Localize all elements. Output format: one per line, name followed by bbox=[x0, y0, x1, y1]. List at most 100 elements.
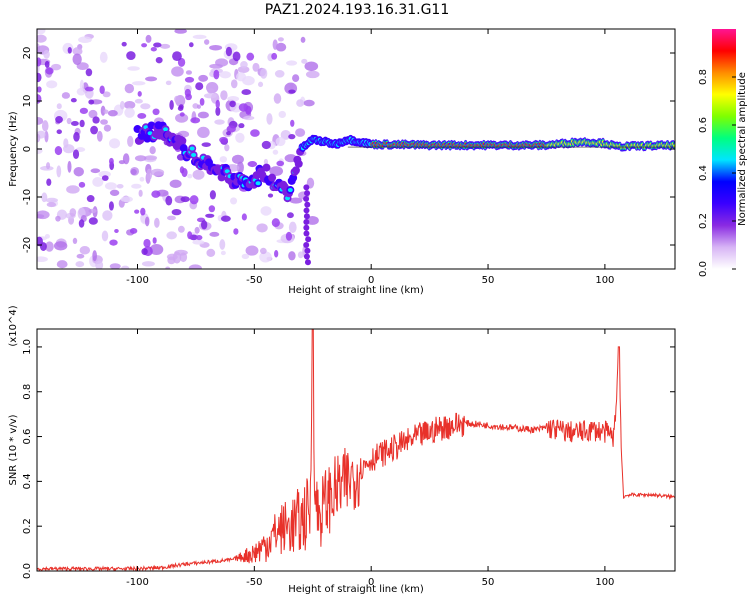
heatmap-blob bbox=[259, 251, 272, 263]
heatmap-blob bbox=[261, 140, 271, 150]
heatmap-blob bbox=[219, 136, 228, 143]
y-tick-label: 0 bbox=[22, 146, 33, 152]
heatmap-blob bbox=[213, 69, 220, 80]
colorbar-label: Normalized spectral amplitude bbox=[737, 72, 748, 226]
heatmap-blob bbox=[63, 138, 69, 149]
heatmap-blob bbox=[196, 104, 201, 109]
heatmap-blob bbox=[78, 36, 92, 44]
x-tick-label: 50 bbox=[482, 275, 495, 286]
heatmap-blob bbox=[103, 109, 109, 114]
heatmap-blob bbox=[166, 215, 176, 221]
heatmap-blob bbox=[46, 80, 58, 89]
y-tick-label: 20 bbox=[22, 47, 33, 60]
heatmap-blob bbox=[37, 86, 42, 93]
snr-y-label: SNR (10 * v/v) bbox=[8, 414, 19, 485]
heatmap-blob bbox=[277, 37, 284, 42]
heatmap-blob bbox=[238, 123, 245, 129]
heatmap-blob bbox=[144, 155, 158, 161]
heatmap-blob bbox=[235, 132, 245, 143]
colorbar-tick-label: 0.4 bbox=[698, 165, 709, 181]
heatmap-blob bbox=[199, 98, 205, 106]
ridge-blob bbox=[304, 259, 311, 266]
heatmap-blob bbox=[195, 82, 204, 91]
heatmap-blob bbox=[207, 88, 215, 94]
heatmap-blob bbox=[304, 61, 319, 72]
heatmap-blob bbox=[303, 99, 315, 107]
ridge-blob bbox=[305, 236, 312, 243]
heatmap-blob bbox=[260, 206, 272, 216]
heatmap-blob bbox=[215, 58, 229, 67]
heatmap-blob bbox=[37, 29, 46, 35]
heatmap-blob bbox=[66, 185, 80, 194]
heatmap-blob bbox=[232, 51, 241, 62]
heatmap-blob bbox=[300, 36, 306, 43]
snr-x-label: Height of straight line (km) bbox=[288, 584, 424, 595]
heatmap-blob bbox=[73, 167, 84, 177]
heatmap-blob bbox=[51, 63, 62, 71]
heatmap-blob bbox=[275, 137, 286, 147]
heatmap-blob bbox=[109, 157, 114, 165]
colorbar-tick-label: 0.2 bbox=[698, 213, 709, 229]
heatmap-blob bbox=[180, 196, 190, 203]
heatmap-blob bbox=[274, 69, 285, 78]
heatmap-blob bbox=[246, 52, 255, 61]
ridge-blob bbox=[294, 159, 303, 168]
heatmap-blob bbox=[197, 111, 210, 119]
y-tick-label: 1.0 bbox=[22, 339, 33, 355]
heatmap-blob bbox=[288, 89, 296, 94]
heatmap-blob bbox=[37, 57, 42, 67]
heatmap-blob bbox=[179, 112, 185, 117]
heatmap-blob bbox=[127, 66, 140, 71]
heatmap-blob bbox=[134, 98, 143, 104]
heatmap-blob bbox=[150, 47, 157, 52]
y-tick-label: 0.4 bbox=[22, 473, 33, 489]
heatmap-blob bbox=[278, 110, 287, 119]
heatmap-blob bbox=[92, 116, 100, 124]
heatmap-blob bbox=[102, 210, 113, 221]
spectrogram-y-ticks: -20 -10 0 10 20 bbox=[22, 47, 675, 253]
heatmap-blob bbox=[104, 182, 118, 190]
heatmap-blob bbox=[165, 195, 173, 206]
heatmap-blob bbox=[109, 138, 121, 149]
spectrogram-x-ticks: -100 -50 0 50 100 bbox=[126, 29, 614, 286]
heatmap-blob bbox=[275, 42, 287, 52]
heatmap-blob bbox=[189, 195, 199, 205]
heatmap-blob bbox=[88, 109, 98, 119]
snr-panel: -100 -50 0 50 100 0.0 0.2 0.4 0.6 0.8 1.0 Height … bbox=[8, 305, 676, 595]
y-tick-label: 0.0 bbox=[22, 563, 33, 579]
heatmap-blob bbox=[41, 120, 49, 132]
heatmap-blob bbox=[271, 218, 280, 227]
ridge-blob bbox=[303, 224, 310, 231]
heatmap-blob bbox=[90, 125, 98, 135]
ridge-blob bbox=[304, 201, 311, 208]
heatmap-blob bbox=[69, 208, 77, 217]
ridge-blob bbox=[178, 136, 187, 145]
heatmap-blob bbox=[131, 81, 146, 86]
heatmap-blob bbox=[245, 105, 252, 115]
heatmap-blob bbox=[72, 53, 82, 65]
heatmap-blob bbox=[76, 87, 86, 96]
heatmap-blob bbox=[159, 43, 171, 49]
snr-series-line bbox=[37, 329, 675, 571]
heatmap-blob bbox=[274, 250, 279, 258]
heatmap-blob bbox=[230, 197, 238, 205]
heatmap-blob bbox=[185, 70, 192, 75]
heatmap-blob bbox=[118, 160, 126, 165]
heatmap-blob bbox=[92, 176, 104, 187]
heatmap-blob bbox=[152, 108, 160, 116]
heatmap-blob bbox=[137, 112, 147, 119]
colorbar-tick-label: 0.8 bbox=[698, 69, 709, 85]
heatmap-blob bbox=[145, 76, 158, 82]
heatmap-blob bbox=[195, 234, 203, 241]
heatmap-blob bbox=[174, 249, 188, 256]
spectrogram-y-label: Frequency (Hz) bbox=[8, 111, 19, 187]
heatmap-blob bbox=[149, 146, 156, 155]
heatmap-blob bbox=[237, 66, 250, 73]
heatmap-blob bbox=[75, 261, 85, 268]
heatmap-blob bbox=[45, 67, 54, 75]
heatmap-blob bbox=[99, 85, 105, 95]
heatmap-blob bbox=[301, 58, 308, 64]
heatmap-blob bbox=[121, 265, 130, 269]
heatmap-blob bbox=[226, 131, 231, 136]
snr-y-ticks: 0.0 0.2 0.4 0.6 0.8 1.0 bbox=[22, 339, 675, 579]
